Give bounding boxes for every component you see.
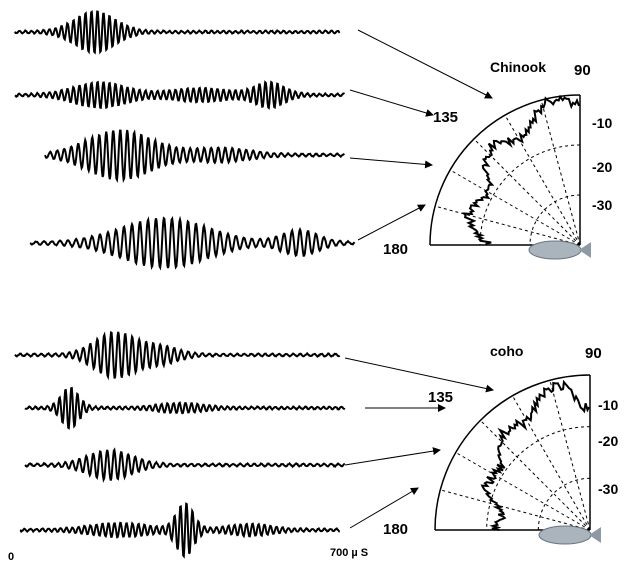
grid-spoke <box>541 100 580 245</box>
angle-label: 135 <box>433 109 458 126</box>
arrows <box>345 30 493 528</box>
radial-label: -10 <box>592 115 612 131</box>
angle-label: 135 <box>428 389 453 406</box>
radial-label: -30 <box>592 197 612 213</box>
radial-label: -20 <box>598 433 618 449</box>
grid-spoke <box>440 490 590 530</box>
grid-spoke <box>513 396 591 530</box>
fish-icon <box>539 526 591 544</box>
grid-spoke <box>480 420 590 530</box>
figure: Chinook 90 135 180 -10 -20 -30 coho 90 1… <box>0 0 635 565</box>
radial-label: -30 <box>598 481 618 497</box>
grid-spoke <box>456 453 590 531</box>
fish-tail <box>589 527 601 543</box>
radial-label: -10 <box>598 397 618 413</box>
radial-label: -20 <box>592 159 612 175</box>
grid-spoke <box>550 380 590 530</box>
waveform <box>45 130 344 180</box>
waveform <box>20 504 340 556</box>
angle-label: 180 <box>383 521 408 538</box>
waveform <box>15 12 340 53</box>
polar-plot <box>435 375 601 544</box>
panel-label: Chinook <box>490 59 546 75</box>
waveform <box>25 450 345 481</box>
waveforms <box>15 12 355 557</box>
angle-label: 180 <box>383 241 408 258</box>
time-start: 0 <box>8 551 14 563</box>
waveform <box>30 218 355 268</box>
response-curve <box>464 97 579 245</box>
waveform <box>25 388 345 428</box>
angle-label: 90 <box>585 345 602 362</box>
grid-spoke <box>435 206 580 245</box>
panel-label: coho <box>490 343 523 359</box>
grid-spoke <box>505 115 580 245</box>
time-end: 700 µ S <box>330 547 368 559</box>
waveform <box>15 332 340 379</box>
polar-plots <box>430 95 601 544</box>
fish-icon <box>529 241 581 259</box>
angle-label: 90 <box>574 62 591 79</box>
waveform <box>15 82 344 108</box>
fish-tail <box>579 242 591 258</box>
